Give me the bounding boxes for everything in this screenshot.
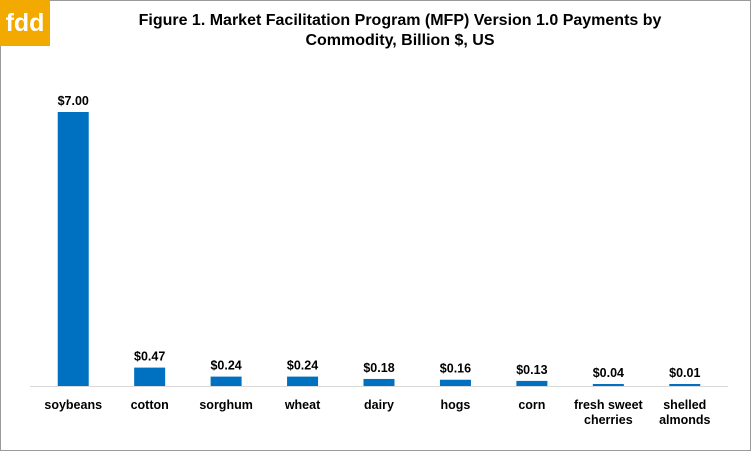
x-tick-label-8-line-0: shelled: [663, 398, 706, 412]
data-label-8: $0.01: [669, 366, 700, 380]
x-tick-label-1: cotton: [131, 398, 169, 412]
x-tick-label-7-line-1: cherries: [584, 413, 633, 427]
data-label-5: $0.16: [440, 362, 471, 376]
bar-8: [669, 384, 701, 386]
x-tick-label-0: soybeans: [44, 398, 102, 412]
fdd-logo: fdd: [0, 0, 50, 46]
data-label-7: $0.04: [593, 366, 624, 380]
bar-1: [134, 367, 166, 386]
x-tick-label-8-line-1: almonds: [659, 413, 710, 427]
data-label-0: $7.00: [58, 94, 89, 108]
bar-3: [287, 376, 319, 386]
bar-0: [57, 112, 89, 386]
data-label-6: $0.13: [516, 363, 547, 377]
bar-6: [516, 380, 548, 386]
x-tick-label-7-line-0: fresh sweet: [574, 398, 644, 412]
chart-title-line-1: Figure 1. Market Facilitation Program (M…: [138, 12, 662, 29]
x-tick-label-2: sorghum: [199, 398, 252, 412]
bar-4: [363, 378, 395, 386]
chart-title-line-2: Commodity, Billion $, US: [305, 32, 495, 49]
data-label-4: $0.18: [363, 361, 394, 375]
data-label-1: $0.47: [134, 350, 165, 364]
bar-7: [592, 384, 624, 386]
x-tick-label-5: hogs: [441, 398, 471, 412]
bar-2: [210, 376, 242, 386]
x-tick-label-3: wheat: [284, 398, 321, 412]
data-label-2: $0.24: [210, 359, 241, 373]
chart-title: Figure 1. Market Facilitation Program (M…: [60, 11, 740, 51]
bar-5: [439, 379, 471, 386]
x-tick-label-4: dairy: [364, 398, 394, 412]
data-label-3: $0.24: [287, 359, 318, 373]
x-tick-label-6: corn: [518, 398, 545, 412]
